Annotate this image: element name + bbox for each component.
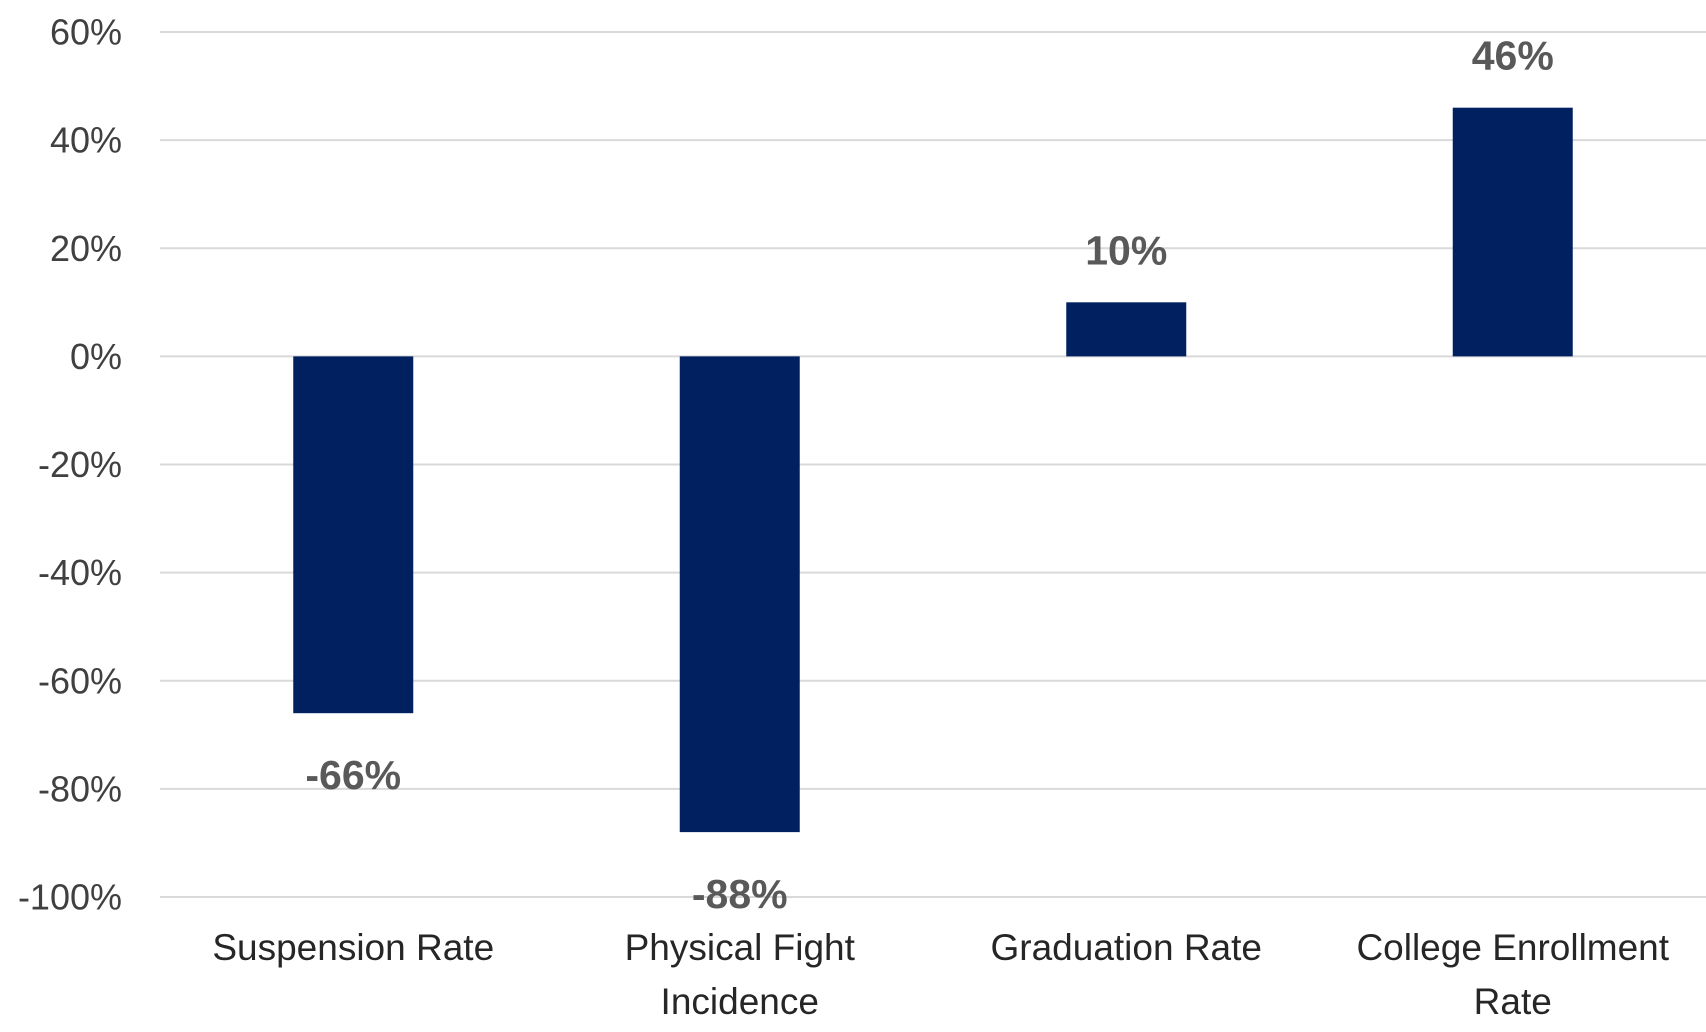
y-tick-label: -100% xyxy=(18,877,122,918)
data-labels: -66% -88% 10% 46% xyxy=(305,33,1553,917)
category-labels: Suspension Rate Physical Fight Incidence Gr… xyxy=(212,927,1669,1022)
y-tick-label: -20% xyxy=(38,444,122,485)
category-label: Graduation Rate xyxy=(990,927,1262,968)
bar[interactable] xyxy=(1066,302,1187,357)
category-label-line: Physical Fight xyxy=(625,927,856,968)
category-label-line: Graduation Rate xyxy=(990,927,1262,968)
data-label: -66% xyxy=(305,752,401,798)
gridlines xyxy=(160,31,1706,898)
y-axis-tick-labels: 60% 40% 20% 0% -20% -40% -60% -80% -100% xyxy=(18,12,122,918)
category-label: Physical Fight Incidence xyxy=(625,927,856,1022)
category-label-line: Rate xyxy=(1474,981,1552,1022)
bars xyxy=(293,107,1573,833)
y-tick-label: 0% xyxy=(70,336,122,377)
category-label-line: Suspension Rate xyxy=(212,927,494,968)
y-tick-label: 60% xyxy=(50,12,122,53)
category-label: College Enrollment Rate xyxy=(1356,927,1669,1022)
data-label: 46% xyxy=(1472,33,1554,79)
category-label: Suspension Rate xyxy=(212,927,494,968)
y-tick-label: -80% xyxy=(38,768,122,809)
y-tick-label: 40% xyxy=(50,120,122,161)
category-label-line: College Enrollment xyxy=(1356,927,1669,968)
bar[interactable] xyxy=(293,356,414,714)
data-label: -88% xyxy=(692,871,788,917)
y-tick-label: -60% xyxy=(38,660,122,701)
y-tick-label: -40% xyxy=(38,552,122,593)
category-label-line: Incidence xyxy=(661,981,819,1022)
data-label: 10% xyxy=(1085,227,1167,273)
bar[interactable] xyxy=(1452,107,1573,357)
y-tick-label: 20% xyxy=(50,228,122,269)
bar[interactable] xyxy=(679,356,800,833)
